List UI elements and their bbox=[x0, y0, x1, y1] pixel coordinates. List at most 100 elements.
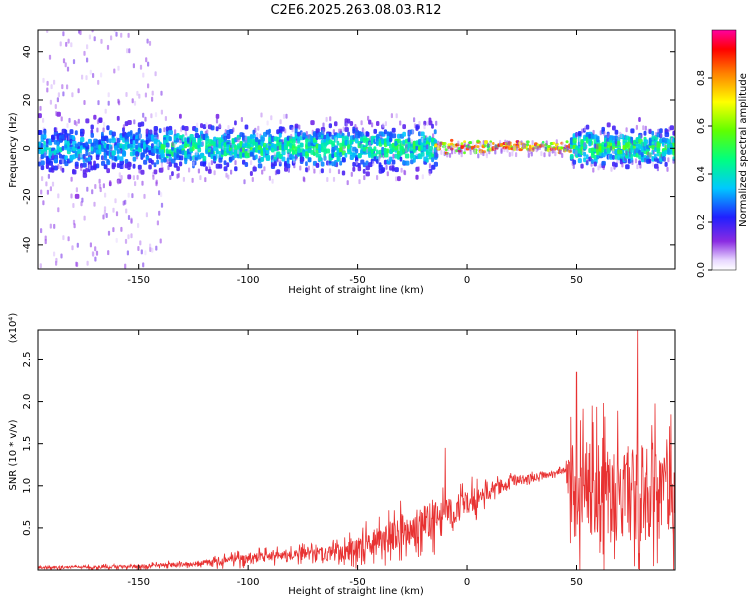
spectrogram-cell bbox=[151, 247, 154, 253]
spectrogram-cell bbox=[368, 153, 371, 158]
spectrogram-cell bbox=[352, 128, 356, 134]
spectrogram-cell bbox=[552, 141, 556, 145]
spectrogram-cell bbox=[64, 139, 68, 145]
spectrogram-cell bbox=[59, 41, 62, 47]
spectrogram-cell bbox=[383, 159, 388, 165]
spectrogram-cell bbox=[415, 145, 419, 151]
spectrogram-cell bbox=[150, 113, 153, 119]
spectrogram-cell bbox=[127, 174, 132, 180]
spectrogram-cell bbox=[344, 127, 349, 132]
spectrogram-cell bbox=[61, 158, 64, 164]
spectrogram-cell bbox=[154, 71, 157, 77]
spectrogram-cell bbox=[583, 142, 586, 148]
spectrogram-cell bbox=[515, 146, 519, 151]
spectrogram-cell bbox=[365, 141, 369, 147]
spectrogram-cell bbox=[273, 152, 276, 158]
spectrogram-cell bbox=[291, 145, 295, 151]
spectrogram-cell bbox=[358, 179, 361, 185]
spectrogram-cell bbox=[260, 151, 264, 156]
spectrogram-cell bbox=[88, 164, 91, 170]
spectrogram-cell bbox=[66, 146, 70, 152]
spectrogram-cell bbox=[109, 180, 112, 185]
spectrogram-cell bbox=[117, 98, 120, 104]
spectrogram-cell bbox=[110, 35, 113, 41]
spectrogram-cell bbox=[107, 100, 110, 106]
spectrogram-cell bbox=[69, 138, 73, 144]
spectrogram-cell bbox=[672, 158, 675, 164]
spectrogram-cell bbox=[651, 135, 655, 141]
spectrogram-cell bbox=[313, 168, 316, 174]
spectrogram-cell bbox=[426, 144, 429, 150]
spectrogram-cell bbox=[60, 253, 63, 259]
spectrogram-cell bbox=[38, 130, 41, 135]
spectrogram-cell bbox=[116, 148, 120, 154]
spectrogram-cell bbox=[85, 141, 88, 147]
spectrogram-cell bbox=[531, 140, 534, 146]
spectrogram-cell bbox=[325, 116, 328, 122]
spectrogram-cell bbox=[46, 80, 49, 86]
spectrogram-cell bbox=[226, 134, 231, 139]
spectrogram-cell bbox=[218, 163, 223, 169]
spectrogram-cell bbox=[65, 41, 68, 47]
spectrogram-cell bbox=[367, 115, 370, 121]
spectrogram-cell bbox=[663, 157, 666, 162]
spectrogram-cell bbox=[62, 58, 66, 64]
spectrogram-cell bbox=[82, 169, 87, 175]
spectrogram-cell bbox=[50, 84, 53, 90]
spectrogram-cell bbox=[48, 140, 53, 146]
spectrogram-cell bbox=[122, 150, 127, 156]
spectrogram-cell bbox=[245, 137, 248, 143]
spectrogram-cell bbox=[334, 121, 338, 127]
spectrogram-cell bbox=[596, 154, 600, 160]
spectrogram-cell bbox=[293, 163, 296, 169]
spectrogram-cell bbox=[133, 119, 136, 125]
spectrogram-cell bbox=[71, 245, 74, 251]
spectrogram-cell bbox=[110, 146, 113, 152]
spectrogram-cell bbox=[91, 30, 94, 33]
spectrogram-cell bbox=[93, 201, 96, 207]
spectrogram-cell bbox=[89, 69, 92, 75]
spectrogram-cell bbox=[44, 151, 47, 157]
spectrogram-cell bbox=[171, 151, 174, 157]
spectrogram-cell bbox=[583, 136, 587, 142]
spectrogram-cell bbox=[45, 163, 49, 169]
spectrogram-y-tick-label: -20 bbox=[22, 188, 33, 204]
spectrogram-cell bbox=[168, 136, 172, 142]
spectrogram-cell bbox=[62, 235, 65, 241]
spectrogram-cell bbox=[357, 133, 361, 139]
spectrogram-cell bbox=[352, 166, 356, 172]
spectrogram-cell bbox=[111, 131, 116, 137]
spectrogram-cell bbox=[43, 129, 47, 135]
spectrogram-cell bbox=[106, 160, 111, 166]
snr-y-tick-label: 1.5 bbox=[22, 436, 33, 452]
snr-y-tick-label: 2.0 bbox=[22, 394, 33, 410]
spectrogram-cell bbox=[609, 153, 613, 159]
spectrogram-cell bbox=[305, 131, 308, 136]
spectrogram-cell bbox=[138, 168, 141, 174]
spectrogram-cell bbox=[342, 146, 345, 152]
spectrogram-cell bbox=[630, 153, 633, 159]
spectrogram-cell bbox=[350, 171, 353, 177]
spectrogram-cell bbox=[234, 145, 238, 150]
spectrogram-cell bbox=[72, 135, 75, 141]
spectrogram-cell bbox=[664, 161, 668, 167]
spectrogram-cell bbox=[128, 48, 131, 54]
spectrogram-cell bbox=[137, 147, 143, 153]
spectrogram-cell bbox=[49, 186, 52, 192]
spectrogram-cell bbox=[566, 146, 569, 152]
spectrogram-cell bbox=[124, 134, 128, 140]
spectrogram-cell bbox=[318, 156, 322, 161]
spectrogram-cell bbox=[320, 161, 325, 167]
snr-x-tick-label: 0 bbox=[464, 577, 470, 588]
spectrogram-cell bbox=[355, 160, 358, 166]
spectrogram-cell bbox=[226, 162, 230, 168]
spectrogram-cell bbox=[160, 109, 163, 115]
spectrogram-cell bbox=[103, 210, 106, 216]
spectrogram-cell bbox=[606, 122, 611, 128]
spectrogram-cell bbox=[168, 161, 173, 167]
spectrogram-cell bbox=[255, 137, 259, 143]
snr-y-multiplier: (x10⁴) bbox=[8, 313, 19, 344]
spectrogram-cell bbox=[305, 138, 308, 144]
spectrogram-cell bbox=[61, 145, 65, 151]
spectrogram-cell bbox=[526, 140, 530, 144]
